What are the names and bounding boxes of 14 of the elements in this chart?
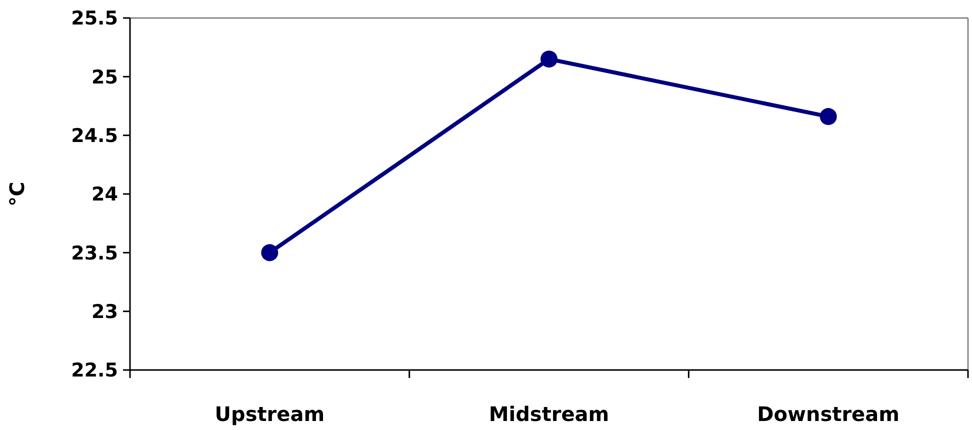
y-tick-label: 24 bbox=[92, 184, 118, 206]
y-tick-label: 25.5 bbox=[71, 8, 118, 30]
x-tick-label: Downstream bbox=[757, 402, 900, 426]
x-tick-label: Upstream bbox=[214, 402, 325, 426]
y-axis-title: °C bbox=[5, 182, 29, 206]
y-tick-label: 23.5 bbox=[71, 242, 118, 264]
x-tick-label: Midstream bbox=[488, 402, 610, 426]
y-tick-label: 24.5 bbox=[71, 124, 118, 147]
point bbox=[540, 50, 558, 68]
y-tick-label: 23 bbox=[92, 300, 118, 323]
point bbox=[261, 244, 278, 262]
y-tick-label: 22.5 bbox=[71, 360, 118, 382]
point bbox=[820, 108, 837, 126]
y-tick-label: 25 bbox=[92, 66, 118, 88]
